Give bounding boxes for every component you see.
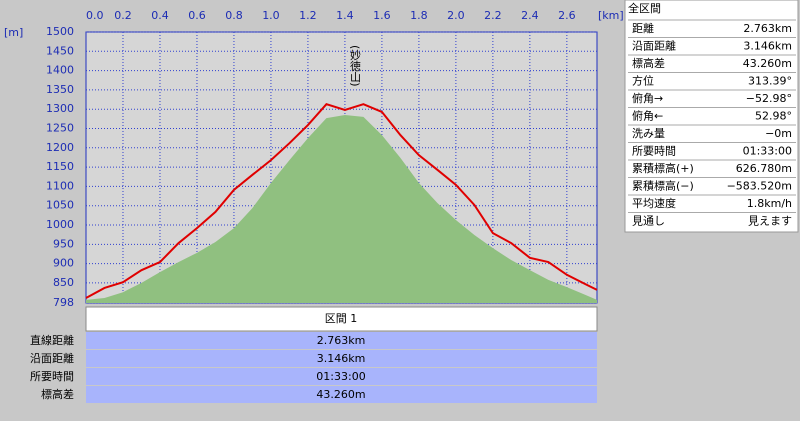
summary-key: 俯角← [632,109,663,123]
section-label: 所要時間 [30,370,74,383]
y-tick-label: 1300 [46,102,74,115]
y-tick-label: 1100 [46,179,74,192]
section-cell [86,332,597,349]
y-tick-label: 1200 [46,141,74,154]
y-tick-label: 1250 [46,122,74,135]
section-cell [86,350,597,367]
summary-value: −0m [765,127,792,140]
summary-key: 距離 [632,21,654,35]
y-unit: [m] [4,26,23,39]
y-tick-label: 1050 [46,199,74,212]
summary-value: 626.780m [736,162,792,175]
summary-value: 3.146km [743,40,792,53]
x-unit: [km] [598,9,624,22]
annotation: (妙徳山) [349,45,362,87]
x-tick-label: 0.4 [151,9,169,22]
y-tick-label: 850 [53,276,74,289]
x-tick-label: 1.2 [299,9,317,22]
summary-key: 平均速度 [632,196,676,210]
section-label: 沿面距離 [30,351,74,365]
summary-title: 全区間 [628,1,661,15]
y-tick-label: 1400 [46,64,74,77]
section-value: 43.260m [316,388,365,401]
x-tick-label: 2.4 [521,9,539,22]
section-title: 区間 1 [325,312,358,325]
summary-key: 標高差 [632,56,665,70]
summary-key: 方位 [632,74,654,88]
section-label: 直線距離 [30,333,74,347]
summary-value: −583.520m [727,180,792,193]
section-cell [86,386,597,403]
x-tick-label: 2.6 [558,9,576,22]
y-tick-label: 1350 [46,83,74,96]
section-label: 標高差 [41,387,74,401]
x-tick-label: 0.2 [114,9,132,22]
x-tick-label: 1.6 [373,9,391,22]
summary-value: −52.98° [746,92,792,105]
summary-value: 見えます [748,215,792,228]
section-header [85,306,598,332]
summary-value: 01:33:00 [743,145,792,158]
summary-value: 43.260m [743,57,792,70]
summary-panel [624,0,799,233]
summary-value: 2.763km [743,22,792,35]
y-tick-label: 1500 [46,25,74,38]
summary-key: 沿面距離 [632,39,676,53]
summary-key: 洗み量 [632,127,665,140]
terrain-area [86,114,597,304]
summary-key: 累積標高(+) [632,161,694,175]
route-line [85,103,598,299]
y-tick-label: 1000 [46,218,74,231]
x-tick-label: 1.4 [336,9,354,22]
y-tick-label: 798 [53,296,74,309]
x-tick-label: 1.8 [410,9,428,22]
section-cell [86,368,597,385]
y-tick-label: 950 [53,237,74,250]
x-tick-label: 2.0 [447,9,465,22]
y-tick-label: 1450 [46,44,74,57]
x-tick-label: 2.2 [484,9,502,22]
summary-key: 所要時間 [632,145,676,158]
y-tick-label: 1150 [46,160,74,173]
x-tick-label: 0.8 [225,9,243,22]
summary-key: 俯角→ [632,91,663,105]
section-value: 01:33:00 [316,370,365,383]
summary-value: 52.98° [755,110,792,123]
summary-value: 1.8km/h [747,197,792,210]
section-value: 3.146km [317,352,366,365]
x-tick-label: 0.0 [86,9,104,22]
x-tick-label: 0.6 [188,9,206,22]
section-value: 2.763km [317,334,366,347]
y-tick-label: 900 [53,257,74,270]
summary-value: 313.39° [748,75,792,88]
summary-key: 見通し [632,215,665,228]
x-tick-label: 1.0 [262,9,280,22]
summary-key: 累積標高(−) [632,179,694,193]
